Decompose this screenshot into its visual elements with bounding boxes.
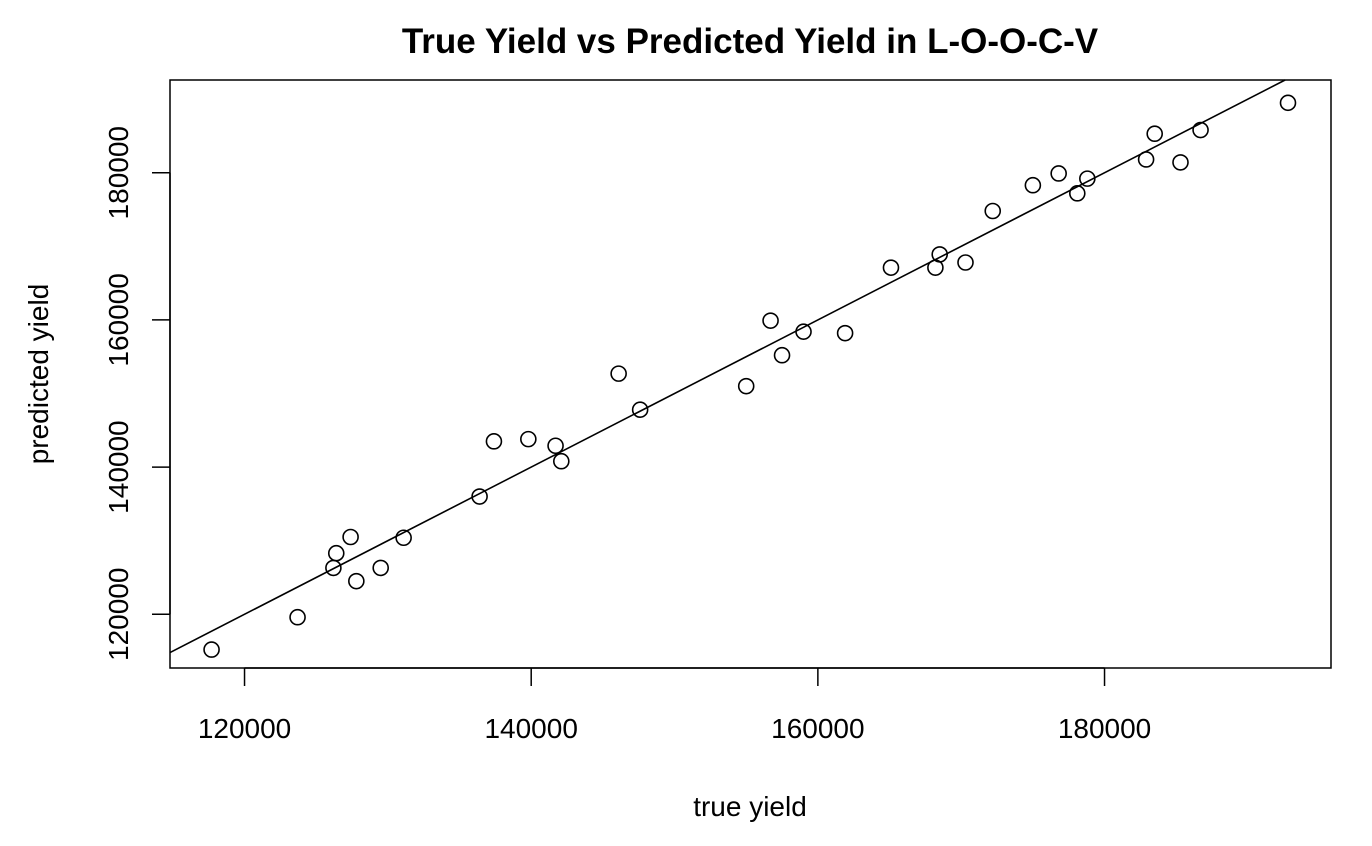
data-point: [327, 544, 345, 562]
data-points: [203, 94, 1297, 658]
data-point: [1279, 94, 1297, 112]
y-tick-label: 160000: [103, 273, 134, 366]
data-point: [737, 377, 755, 395]
data-point: [836, 324, 854, 342]
data-point: [795, 323, 812, 340]
x-axis: 120000 140000 160000 180000: [198, 667, 1151, 744]
data-point: [289, 608, 306, 626]
data-point: [471, 488, 488, 505]
data-point: [372, 559, 390, 577]
data-point: [931, 246, 949, 263]
data-point: [395, 529, 412, 547]
data-point: [957, 254, 974, 271]
data-point: [882, 259, 900, 276]
data-point: [762, 312, 779, 329]
data-point: [1172, 154, 1189, 171]
data-point: [547, 437, 564, 455]
y-tick-label: 140000: [103, 420, 134, 513]
data-point: [631, 401, 649, 418]
plot-frame: [169, 79, 1332, 669]
data-point: [984, 202, 1002, 220]
y-tick-label: 180000: [103, 126, 134, 219]
identity-line: [169, 79, 1286, 654]
data-point: [520, 430, 537, 448]
data-point: [552, 452, 570, 470]
data-point: [1079, 170, 1096, 187]
data-point: [1137, 151, 1155, 168]
y-axis: 120000 140000 160000 180000: [103, 126, 171, 661]
chart-title: True Yield vs Predicted Yield in L-O-O-C…: [402, 22, 1099, 61]
data-point: [1050, 165, 1067, 182]
y-tick-label: 120000: [103, 568, 134, 661]
data-point: [348, 572, 365, 590]
data-point: [773, 346, 791, 364]
x-axis-label: true yield: [693, 791, 807, 822]
data-point: [342, 528, 359, 546]
data-point: [1069, 185, 1086, 202]
y-axis-label: predicted yield: [23, 284, 54, 465]
x-tick-label: 180000: [1058, 713, 1151, 744]
data-point: [1024, 176, 1042, 194]
data-point: [1146, 125, 1163, 143]
x-tick-label: 120000: [198, 713, 291, 744]
x-tick-label: 140000: [484, 713, 577, 744]
data-point: [203, 641, 220, 658]
x-tick-label: 160000: [771, 713, 864, 744]
data-point: [610, 365, 627, 382]
reference-line-group: [169, 79, 1286, 654]
data-point: [1192, 121, 1209, 139]
data-point: [485, 433, 503, 450]
